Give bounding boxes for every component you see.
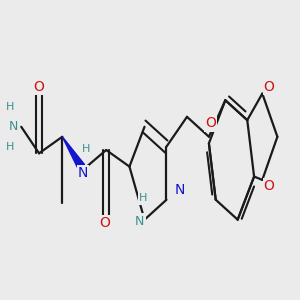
Text: O: O [205,116,216,130]
Text: O: O [264,179,274,194]
Text: H: H [6,142,14,152]
Text: O: O [264,80,274,94]
Polygon shape [62,137,84,176]
Text: H: H [6,102,14,112]
Text: O: O [99,216,110,230]
Text: N: N [175,183,185,197]
Text: N: N [78,166,88,180]
Text: N: N [9,120,19,133]
Text: N: N [135,214,145,227]
Text: H: H [139,194,147,203]
Text: O: O [34,80,44,94]
Text: H: H [81,144,90,154]
